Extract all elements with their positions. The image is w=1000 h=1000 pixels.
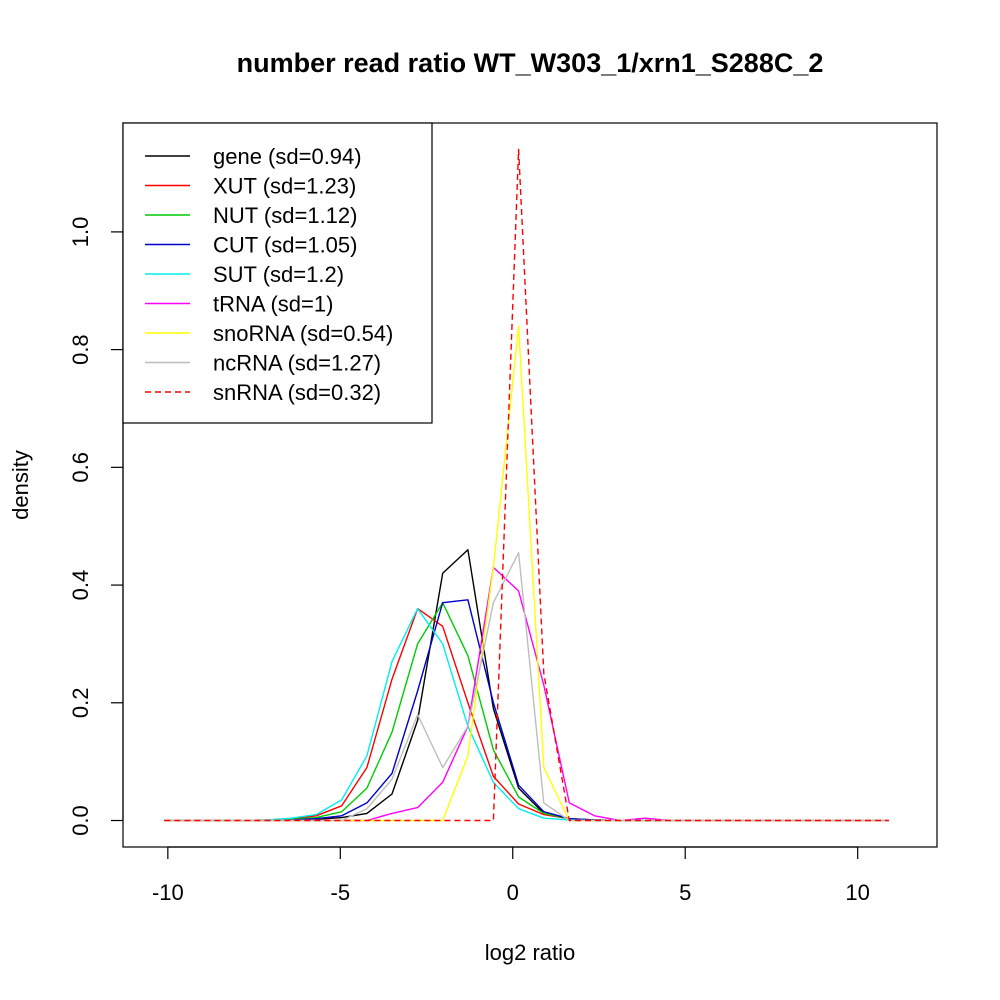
legend-label: snRNA (sd=0.32) — [213, 380, 381, 405]
series-line-8 — [164, 148, 889, 822]
y-tick-label: 0.4 — [68, 570, 93, 601]
x-tick-label: 10 — [845, 880, 869, 905]
y-tick-label: 1.0 — [68, 217, 93, 248]
legend-label: ncRNA (sd=1.27) — [213, 351, 381, 376]
legend-label: SUT (sd=1.2) — [213, 262, 344, 287]
y-tick-label: 0.8 — [68, 334, 93, 365]
series-line-0 — [164, 549, 889, 822]
y-axis: 0.0 0.2 0.4 0.6 0.8 1.0 — [68, 217, 124, 836]
y-axis-label: density — [8, 450, 33, 520]
legend-label: gene (sd=0.94) — [213, 144, 362, 169]
legend: gene (sd=0.94) XUT (sd=1.23) NUT (sd=1.12)… — [122, 122, 433, 424]
legend-label: NUT (sd=1.12) — [213, 203, 357, 228]
series-layer — [164, 148, 889, 822]
series-line-1 — [164, 607, 889, 822]
x-axis: -10 -5 0 5 10 — [152, 846, 870, 905]
y-tick-label: 0.0 — [68, 805, 93, 836]
y-tick-label: 0.6 — [68, 452, 93, 483]
x-tick-label: -10 — [152, 880, 184, 905]
series-line-5 — [164, 566, 889, 822]
chart-title: number read ratio WT_W303_1/xrn1_S288C_2 — [237, 48, 824, 78]
legend-label: snoRNA (sd=0.54) — [213, 321, 393, 346]
series-line-4 — [164, 607, 889, 822]
x-tick-label: 0 — [507, 880, 519, 905]
x-tick-label: 5 — [679, 880, 691, 905]
series-line-7 — [164, 552, 889, 822]
y-tick-label: 0.2 — [68, 687, 93, 718]
legend-label: tRNA (sd=1) — [213, 292, 333, 317]
legend-label: CUT (sd=1.05) — [213, 233, 357, 258]
x-tick-label: -5 — [331, 880, 351, 905]
x-axis-label: log2 ratio — [485, 940, 576, 965]
legend-label: XUT (sd=1.23) — [213, 174, 356, 199]
legend-box — [122, 122, 433, 424]
